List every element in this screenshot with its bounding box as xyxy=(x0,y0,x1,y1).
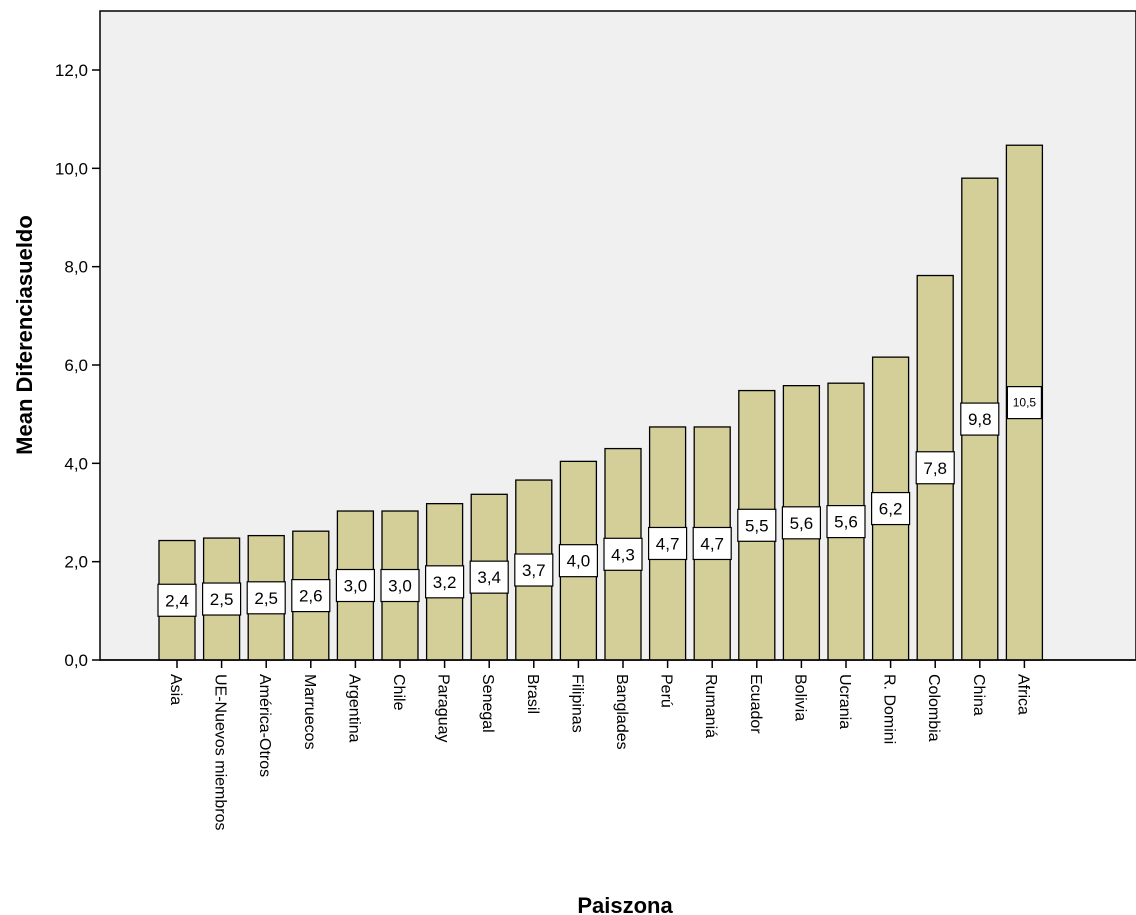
data-label: 5,6 xyxy=(790,514,814,533)
y-tick-label: 6,0 xyxy=(64,356,88,375)
data-label: 9,8 xyxy=(968,410,992,429)
y-tick-label: 0,0 xyxy=(64,651,88,670)
x-tick-label: Banglades xyxy=(613,674,630,750)
data-label: 6,2 xyxy=(879,500,903,519)
data-label: 3,7 xyxy=(522,561,546,580)
data-label: 2,6 xyxy=(299,587,323,606)
data-label-box xyxy=(781,506,822,540)
data-label-box xyxy=(870,491,911,526)
data-label: 3,4 xyxy=(477,568,501,587)
data-label: 3,0 xyxy=(388,577,412,596)
data-label: 3,2 xyxy=(433,573,457,592)
data-label-box xyxy=(514,553,554,587)
data-label-box xyxy=(603,537,643,571)
x-tick-label: Marruecos xyxy=(301,674,318,750)
data-label-box xyxy=(915,451,955,485)
data-label-box xyxy=(380,568,420,603)
x-tick-label: Colombia xyxy=(925,674,942,742)
x-axis-title: Paiszona xyxy=(577,893,673,915)
data-label-box xyxy=(246,581,286,615)
data-label-box xyxy=(692,526,732,561)
data-label: 5,6 xyxy=(834,513,858,532)
data-label: 4,3 xyxy=(611,545,635,564)
data-label-box xyxy=(425,565,465,599)
data-label: 4,0 xyxy=(567,552,591,571)
data-label-box xyxy=(647,526,688,561)
y-tick-label: 12,0 xyxy=(55,61,88,80)
x-tick-label: América-Otros xyxy=(256,674,273,777)
data-label-box xyxy=(469,560,509,594)
data-label: 7,8 xyxy=(923,459,947,478)
data-label: 3,0 xyxy=(344,577,368,596)
y-tick-label: 10,0 xyxy=(55,159,88,178)
y-tick-label: 4,0 xyxy=(64,454,88,473)
x-tick-label: Ucrania xyxy=(836,674,853,729)
x-axis: Asia UE-Nuevos miembros América-Otros Marru… xyxy=(100,659,1136,830)
x-tick-label: Rumaniá xyxy=(702,674,719,738)
x-tick-label: Filipinas xyxy=(568,674,585,733)
x-tick-label: Chile xyxy=(390,674,407,711)
x-tick-label: UE-Nuevos miembros xyxy=(212,674,229,830)
x-tick-label: Africa xyxy=(1014,674,1031,715)
x-tick-label: Bolivia xyxy=(791,674,808,721)
x-tick-label: Brasil xyxy=(524,674,541,714)
y-axis: 0,0 2,0 4,0 6,0 8,0 10,0 12,0 xyxy=(55,61,100,670)
data-label-box xyxy=(157,583,197,617)
x-tick-label: Perú xyxy=(658,674,675,708)
data-label: 5,5 xyxy=(745,516,769,535)
data-label: 4,7 xyxy=(656,534,680,553)
x-tick-label: Argentina xyxy=(345,674,362,743)
data-label-box xyxy=(335,568,375,603)
data-label-box xyxy=(202,582,242,616)
data-label-box xyxy=(291,578,331,613)
data-label-box xyxy=(558,544,599,578)
data-label: 2,5 xyxy=(210,590,234,609)
x-tick-label: Paraguay xyxy=(435,674,452,743)
x-tick-label: Asia xyxy=(167,674,184,705)
x-tick-label: Senegal xyxy=(479,674,496,733)
x-tick-label: Ecuador xyxy=(747,674,764,734)
data-label-box xyxy=(960,402,1000,436)
y-tick-label: 8,0 xyxy=(64,258,88,277)
data-label: 2,5 xyxy=(254,589,278,608)
data-label: 4,7 xyxy=(700,534,724,553)
x-tick-label: R. Domini xyxy=(881,674,898,744)
data-label-box xyxy=(737,508,777,542)
data-label-box xyxy=(1006,386,1043,420)
y-tick-label: 2,0 xyxy=(64,553,88,572)
data-label-box xyxy=(826,504,866,539)
x-tick-label: China xyxy=(970,674,987,716)
data-label: 2,4 xyxy=(165,591,189,610)
data-label: 10,5 xyxy=(1013,396,1037,410)
y-axis-title: Mean Diferenciasueldo xyxy=(12,215,37,455)
bars: 2,4 2,5 2,5 2,6 3,0 3,0 3,2 3,4 3,7 4,0 4,3 4,7 4,7 5… xyxy=(157,144,1044,661)
